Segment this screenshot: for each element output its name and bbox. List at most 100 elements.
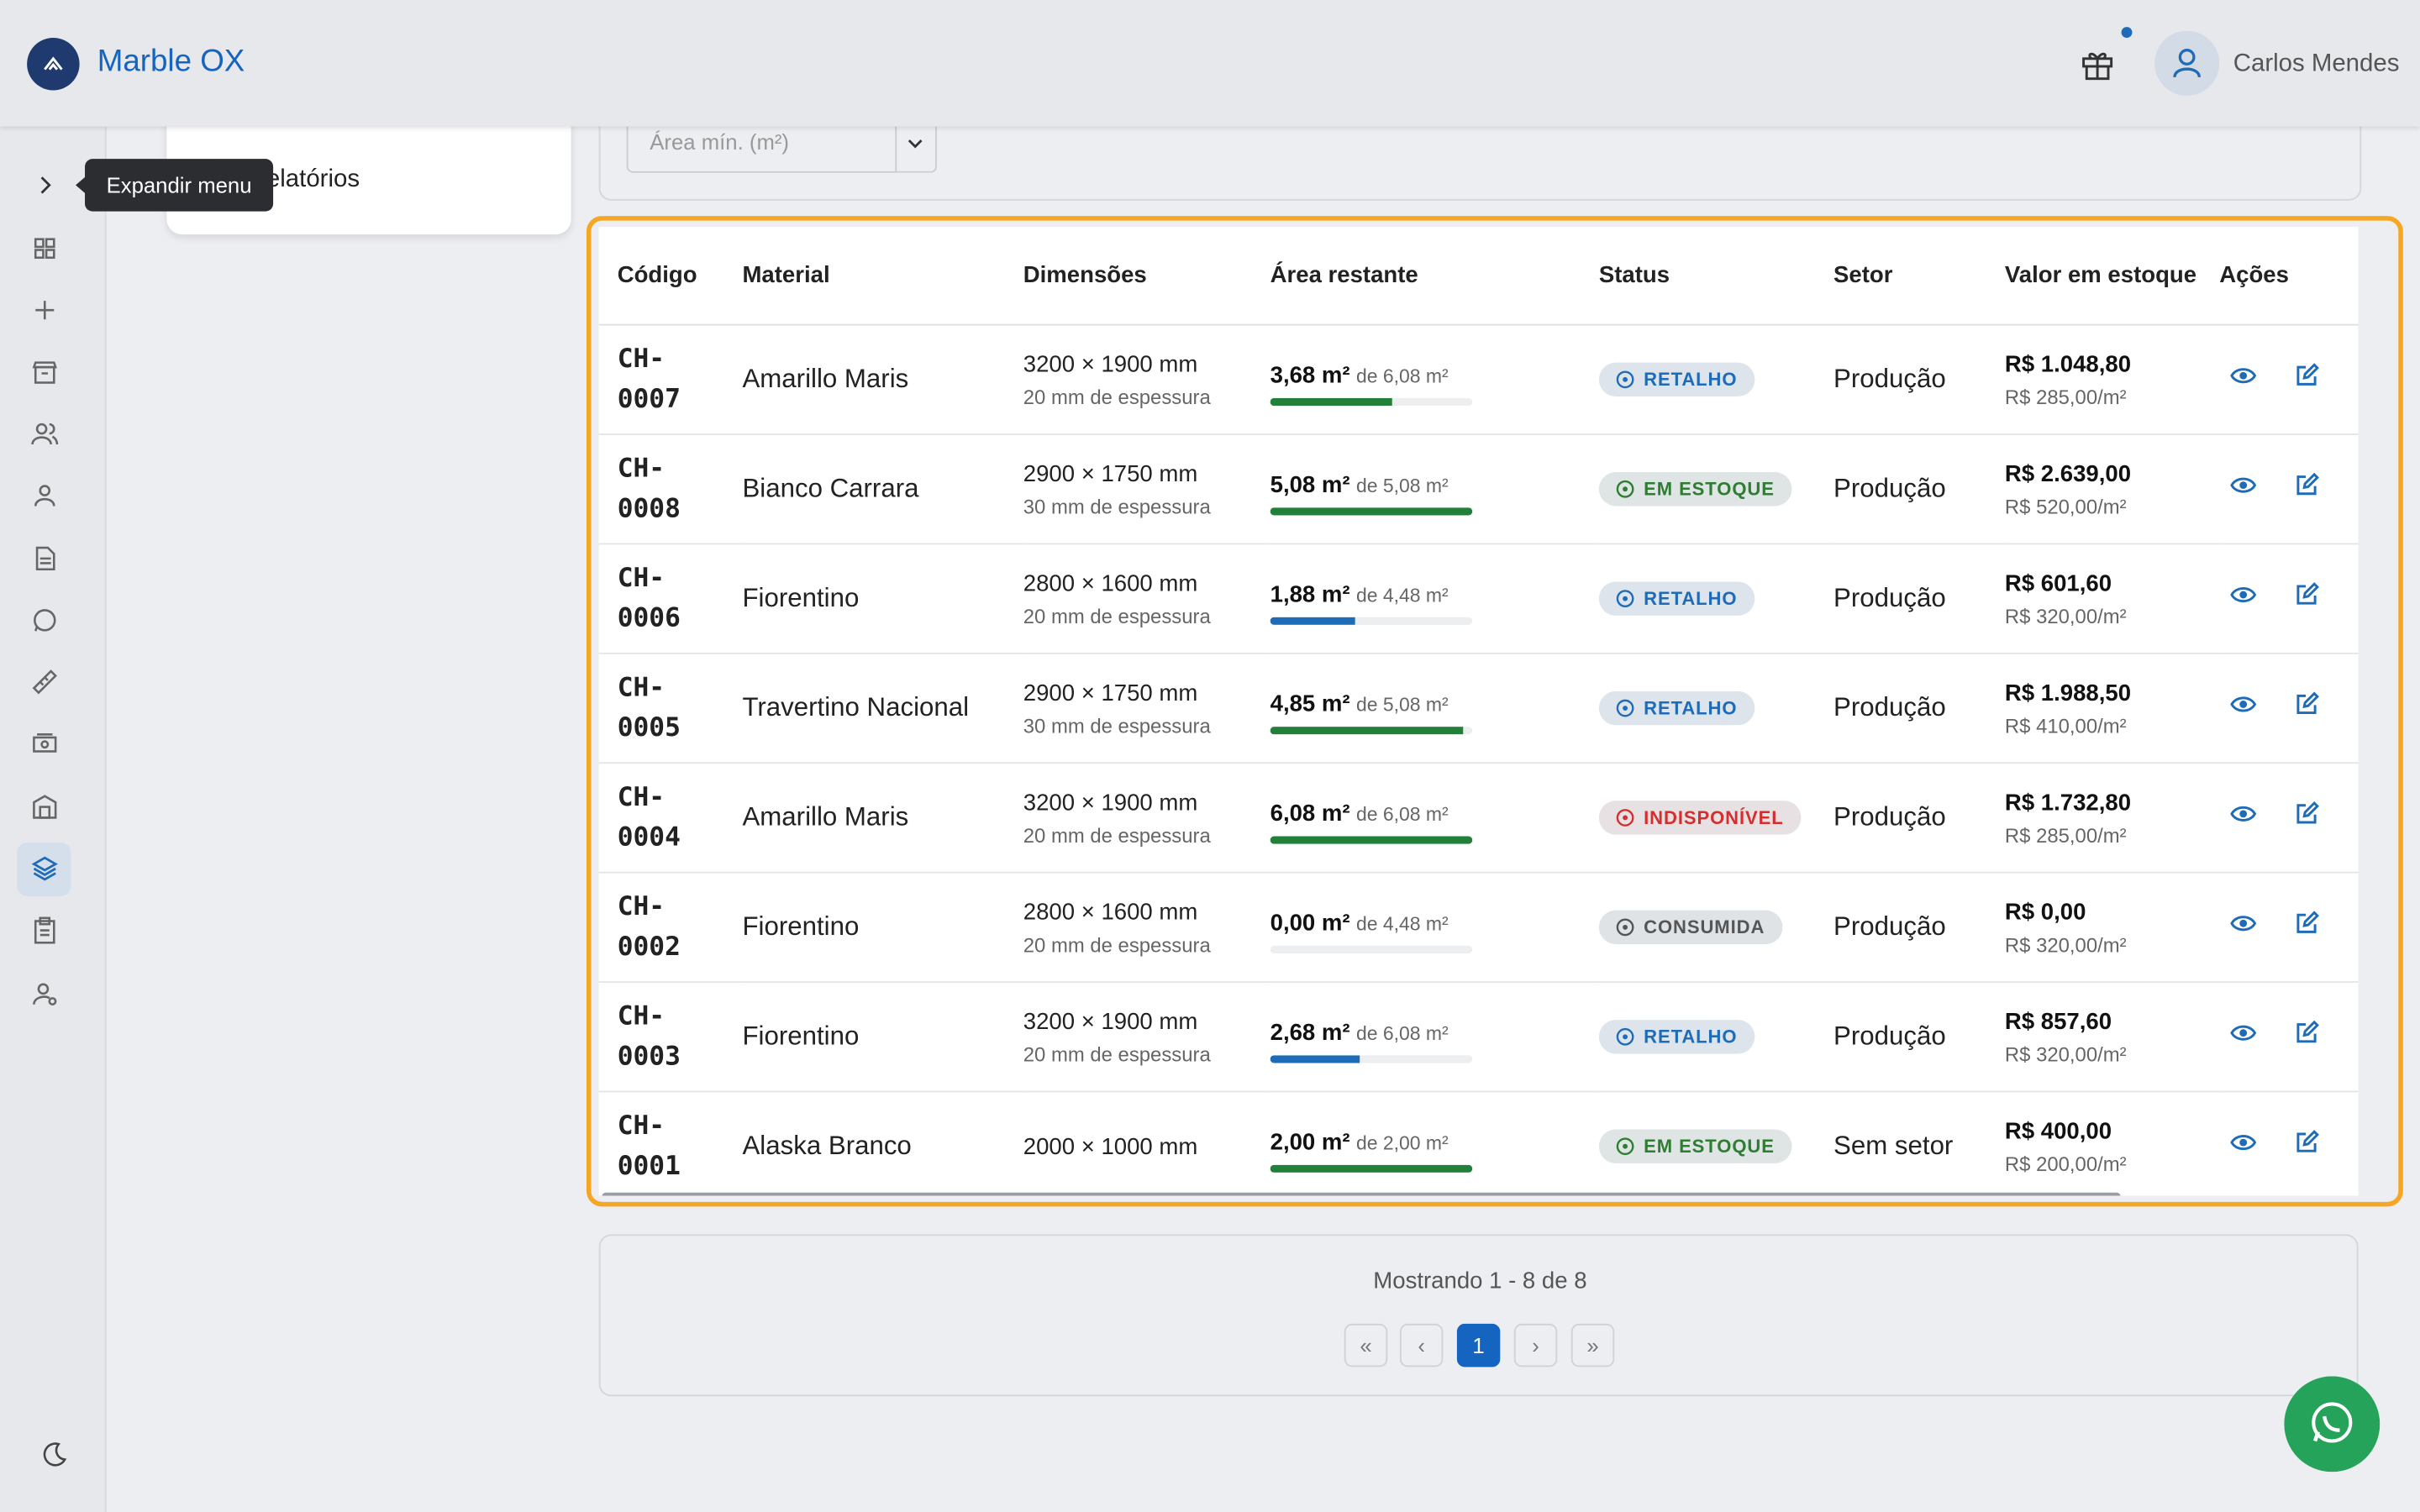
nav-docs[interactable]: [28, 542, 61, 575]
status-text: RETALHO: [1644, 368, 1738, 391]
nav-user-settings[interactable]: [28, 977, 61, 1011]
cell: R$ 1.988,50 R$ 410,00/m²: [2004, 653, 2220, 764]
cell: RETALHO: [1598, 653, 1834, 764]
area-bar-fill: [1270, 836, 1473, 844]
column-header: Status: [1598, 227, 1834, 326]
material: Fiorentino: [742, 982, 1023, 1093]
edit-button[interactable]: [2292, 799, 2322, 836]
cell: CH-0004: [598, 763, 743, 874]
stock-value: R$ 1.988,50: [2004, 680, 2132, 706]
prev-page[interactable]: ‹: [1399, 1323, 1444, 1368]
edit-button[interactable]: [2292, 1128, 2322, 1165]
view-button[interactable]: [2228, 580, 2258, 617]
brand: Marble OX: [97, 45, 245, 79]
material: Amarillo Maris: [742, 324, 1023, 435]
tooltip-arrow: [76, 176, 87, 195]
area-line: 2,68 m² de 6,08 m²: [1270, 1020, 1599, 1046]
nav-warehouse[interactable]: [28, 790, 61, 823]
tooltip: Expandir menu: [85, 159, 274, 212]
user-name[interactable]: Carlos Mendes: [2233, 50, 2400, 77]
view-button[interactable]: [2228, 361, 2258, 398]
area-bar-fill: [1270, 397, 1393, 407]
view-button[interactable]: [2228, 799, 2258, 836]
theme-toggle[interactable]: [37, 1438, 71, 1472]
actions: [2228, 361, 2358, 398]
dimensions: 2900 × 1750 mm: [1023, 680, 1198, 706]
page-button[interactable]: 1: [1456, 1323, 1501, 1368]
area-line: 0,00 m² de 4,48 m²: [1270, 911, 1599, 937]
view-button[interactable]: [2228, 1128, 2258, 1165]
cell: 2900 × 1750 mm 30 mm de espessura: [1023, 434, 1270, 545]
whatsapp-button[interactable]: [2284, 1376, 2381, 1473]
nav-cash[interactable]: [28, 727, 61, 760]
status-badge: EM ESTOQUE: [1598, 1129, 1792, 1163]
piece-code: CH-0003: [617, 1001, 681, 1073]
edit-button[interactable]: [2292, 1018, 2322, 1055]
area-bar-track: [1270, 507, 1473, 516]
notification-dot: [2121, 27, 2133, 39]
actions: [2228, 580, 2358, 617]
status-badge: CONSUMIDA: [1598, 910, 1782, 945]
first-page[interactable]: «: [1344, 1323, 1388, 1368]
stock-value: R$ 0,00: [2004, 898, 2086, 926]
area-total: de 6,08 m²: [1355, 365, 1449, 388]
view-button[interactable]: [2228, 909, 2258, 946]
nav-user[interactable]: [28, 478, 61, 512]
table-highlight: [586, 216, 2403, 1207]
nav-layers[interactable]: [28, 852, 61, 885]
view-button[interactable]: [2228, 470, 2258, 507]
nav-store[interactable]: [28, 354, 61, 388]
view-button[interactable]: [2228, 690, 2258, 727]
stock-value: R$ 857,60: [2004, 1008, 2112, 1035]
avatar[interactable]: [2154, 30, 2220, 96]
value-per-m2: R$ 320,00/m²: [2004, 932, 2127, 956]
table-row: CH-0002 Fiorentino 2800 × 1600 mm 20 mm de …: [598, 872, 2359, 984]
expand-icon[interactable]: [28, 168, 61, 202]
area-bar-fill: [1270, 617, 1355, 625]
nav-dashboard[interactable]: [28, 232, 61, 265]
area-remaining: 4,85 m²: [1270, 690, 1350, 718]
nav-clipboard[interactable]: [28, 913, 61, 947]
gift-icon[interactable]: [2079, 46, 2116, 83]
value-per-m2: R$ 285,00/m²: [2004, 385, 2127, 408]
value-per-m2: R$ 320,00/m²: [2004, 604, 2127, 627]
actions: [2228, 470, 2358, 507]
status-badge: RETALHO: [1598, 581, 1754, 616]
area-total: de 4,48 m²: [1355, 585, 1449, 606]
nav-ruler[interactable]: [28, 665, 61, 699]
area-remaining: 1,88 m²: [1270, 581, 1350, 608]
next-page[interactable]: ›: [1513, 1323, 1558, 1368]
dimensions: 3200 × 1900 mm: [1023, 350, 1198, 378]
edit-button[interactable]: [2292, 580, 2322, 617]
area-bar-track: [1270, 945, 1473, 954]
cell: 3200 × 1900 mm 20 mm de espessura: [1023, 324, 1270, 435]
cell: INDISPONÍVEL: [1598, 763, 1834, 874]
nav-clients[interactable]: [28, 417, 61, 450]
area-bar-fill: [1270, 727, 1464, 735]
area-total: de 6,08 m²: [1355, 803, 1449, 826]
area-bar-fill: [1270, 1164, 1473, 1173]
area-total: de 5,08 m²: [1355, 694, 1449, 717]
cell: 2,68 m² de 6,08 m²: [1270, 982, 1599, 1093]
view-button[interactable]: [2228, 1018, 2258, 1055]
table-row: CH-0005 Travertino Nacional 2900 × 1750 mm…: [598, 653, 2359, 764]
status-text: EM ESTOQUE: [1644, 1135, 1775, 1158]
thickness: 20 mm de espessura: [1023, 822, 1211, 847]
last-page[interactable]: »: [1570, 1323, 1615, 1368]
nav-whatsapp[interactable]: [28, 603, 61, 637]
edit-button[interactable]: [2292, 690, 2322, 727]
scrollbar[interactable]: [602, 1192, 2121, 1196]
dimensions: 3200 × 1900 mm: [1023, 789, 1198, 816]
edit-button[interactable]: [2292, 361, 2322, 398]
actions: [2228, 690, 2358, 727]
nav-add[interactable]: [28, 293, 61, 327]
placeholder: Área mín. (m²): [650, 129, 790, 155]
sector: Produção: [1833, 763, 2005, 874]
edit-button[interactable]: [2292, 470, 2322, 507]
sector: Sem setor: [1833, 1091, 2005, 1196]
value-per-m2: R$ 320,00/m²: [2004, 1042, 2127, 1066]
sector: Produção: [1833, 543, 2005, 654]
cell: 0,00 m² de 4,48 m²: [1270, 872, 1599, 984]
edit-button[interactable]: [2292, 909, 2322, 946]
